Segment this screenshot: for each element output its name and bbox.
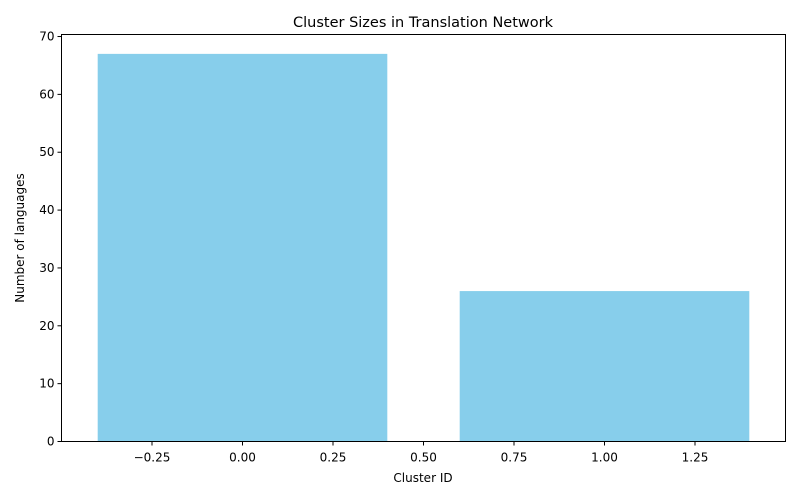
x-tick-label: 0.25 [320,451,347,465]
bars-group [98,54,750,442]
y-tick-label: 40 [39,203,54,217]
x-axis-title: Cluster ID [393,471,452,485]
x-tick-label: 0.75 [501,451,528,465]
y-tick-label: 50 [39,145,54,159]
x-tick-label: 0.50 [410,451,437,465]
y-tick-label: 20 [39,319,54,333]
y-tick-label: 70 [39,30,54,44]
y-tick-label: 60 [39,87,54,101]
x-tick-label: 1.00 [591,451,618,465]
bar-cluster-1 [460,291,750,441]
y-tick-label: 10 [39,377,54,391]
x-tick-label: 0.00 [229,451,256,465]
chart-title: Cluster Sizes in Translation Network [293,15,554,31]
y-tick-label: 0 [47,435,55,449]
bar-cluster-0 [98,54,388,442]
x-tick-label: 1.25 [682,451,709,465]
y-axis-title: Number of languages [13,173,27,303]
x-tick-label: −0.25 [134,451,171,465]
y-axis-ticks: 0 10 20 30 40 50 60 70 [39,30,61,449]
y-tick-label: 30 [39,261,54,275]
x-axis-ticks: −0.25 0.00 0.25 0.50 0.75 1.00 1.25 [134,442,709,465]
